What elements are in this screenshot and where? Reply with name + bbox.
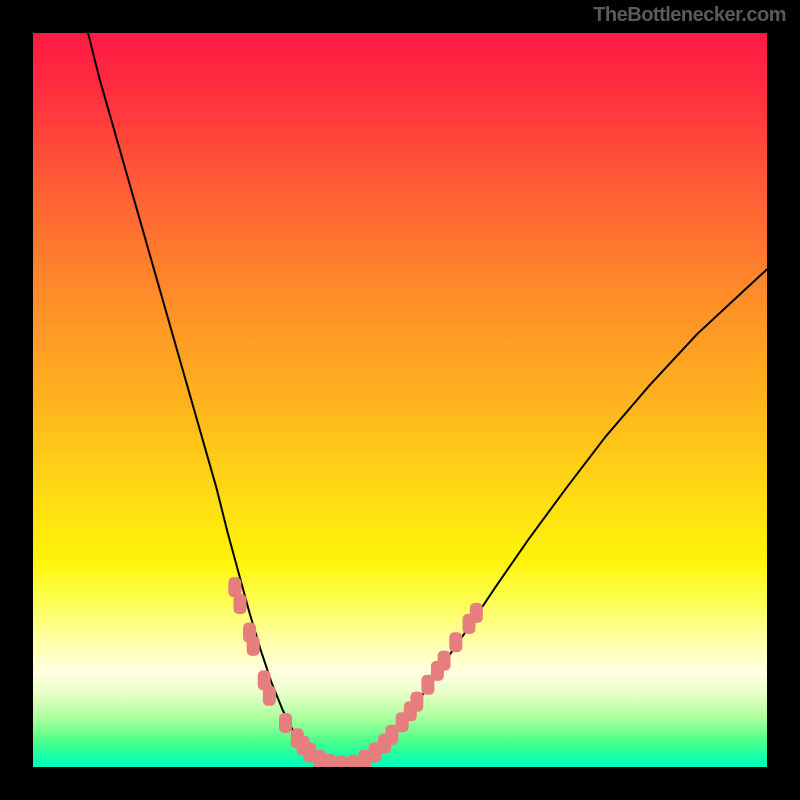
curve-marker xyxy=(438,651,451,671)
curve-marker xyxy=(279,713,292,733)
curve-marker xyxy=(323,754,336,774)
curve-marker xyxy=(470,603,483,623)
curve-marker xyxy=(335,756,348,776)
curve-marker xyxy=(449,632,462,652)
curve-marker xyxy=(410,692,423,712)
curve-marker xyxy=(233,594,246,614)
plot-svg xyxy=(0,0,800,800)
bottleneck-curve xyxy=(88,33,767,766)
curve-marker xyxy=(247,636,260,656)
curve-marker xyxy=(263,686,276,706)
marker-group xyxy=(228,577,482,775)
watermark-text: TheBottlenecker.com xyxy=(593,4,786,27)
curve-marker xyxy=(347,755,360,775)
